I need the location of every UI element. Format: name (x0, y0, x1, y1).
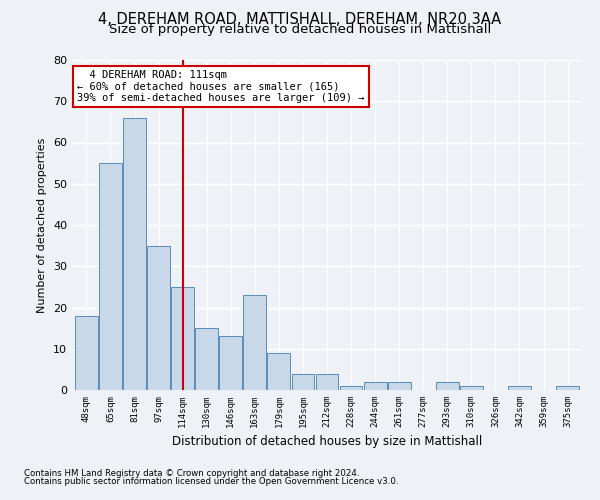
Text: 4, DEREHAM ROAD, MATTISHALL, DEREHAM, NR20 3AA: 4, DEREHAM ROAD, MATTISHALL, DEREHAM, NR… (98, 12, 502, 28)
Text: 4 DEREHAM ROAD: 111sqm
← 60% of detached houses are smaller (165)
39% of semi-de: 4 DEREHAM ROAD: 111sqm ← 60% of detached… (77, 70, 365, 103)
Bar (99, 163, 122, 390)
Bar (364, 382, 386, 390)
X-axis label: Distribution of detached houses by size in Mattishall: Distribution of detached houses by size … (172, 436, 482, 448)
Bar (388, 382, 410, 390)
Text: Size of property relative to detached houses in Mattishall: Size of property relative to detached ho… (109, 22, 491, 36)
Bar (75, 316, 98, 390)
Bar (268, 353, 290, 390)
Bar (220, 336, 242, 390)
Bar (316, 374, 338, 390)
Bar (123, 118, 146, 390)
Text: Contains HM Land Registry data © Crown copyright and database right 2024.: Contains HM Land Registry data © Crown c… (24, 468, 359, 477)
Bar (460, 386, 483, 390)
Bar (340, 386, 362, 390)
Bar (436, 382, 459, 390)
Bar (244, 295, 266, 390)
Bar (292, 374, 314, 390)
Bar (508, 386, 531, 390)
Text: Contains public sector information licensed under the Open Government Licence v3: Contains public sector information licen… (24, 477, 398, 486)
Bar (556, 386, 579, 390)
Y-axis label: Number of detached properties: Number of detached properties (37, 138, 47, 312)
Bar (195, 328, 218, 390)
Bar (171, 287, 194, 390)
Bar (147, 246, 170, 390)
